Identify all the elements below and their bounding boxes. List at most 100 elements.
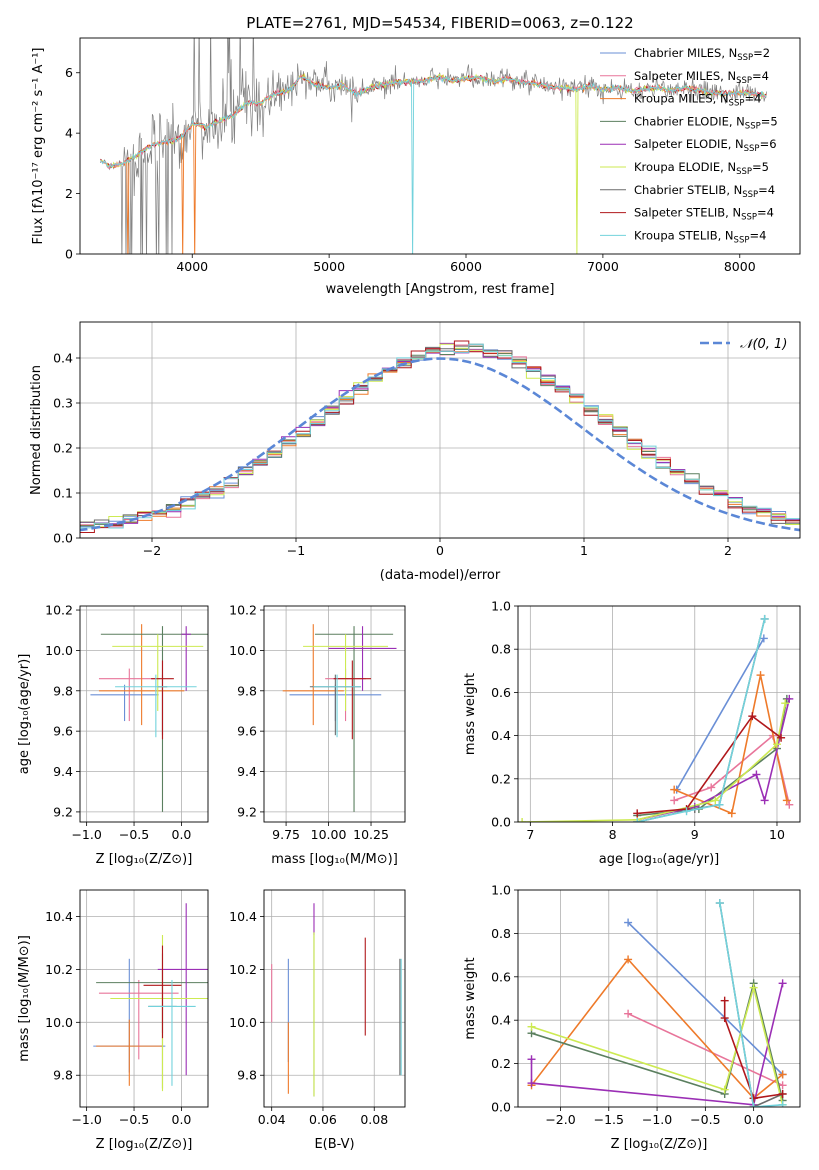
y-tick-label: 9.6 bbox=[237, 724, 257, 739]
y-tick-label: 10.4 bbox=[45, 909, 73, 924]
y-axis-label: mass weight bbox=[463, 957, 478, 1039]
weight-series bbox=[673, 674, 788, 815]
y-tick-label: 9.4 bbox=[53, 764, 73, 779]
mass-vs-Z-frame bbox=[79, 889, 209, 1108]
y-tick-label: 9.8 bbox=[53, 683, 73, 698]
weight-series bbox=[637, 715, 782, 815]
y-tick-label: 9.2 bbox=[237, 804, 257, 819]
legend-entry: Kroupa ELODIE, NSSP=5 bbox=[634, 160, 769, 177]
age-vs-Z-axes bbox=[76, 606, 208, 826]
legend-entry: Salpeter MILES, NSSP=4 bbox=[634, 69, 769, 86]
y-tick-label: 0 bbox=[65, 247, 73, 262]
legend-entry: Kroupa MILES, NSSP=4 bbox=[634, 92, 761, 109]
legend-sub: SSP bbox=[737, 53, 753, 63]
x-tick-label: 8 bbox=[609, 827, 617, 842]
weight-series bbox=[637, 618, 766, 822]
x-tick-label: 0 bbox=[436, 543, 444, 558]
y-tick-label: 0.1 bbox=[53, 486, 73, 501]
y-tick-label: 0.4 bbox=[491, 1013, 511, 1028]
y-tick-label: 4 bbox=[65, 126, 73, 141]
y-tick-label: 0.2 bbox=[53, 441, 73, 456]
y-tick-label: 1.0 bbox=[491, 599, 511, 614]
y-axis-label: mass weight bbox=[463, 673, 478, 755]
legend-entry: Chabrier ELODIE, NSSP=5 bbox=[634, 114, 778, 131]
legend-sub: SSP bbox=[741, 213, 757, 223]
x-tick-label: 1 bbox=[580, 543, 588, 558]
x-tick-label: −1.0 bbox=[71, 1112, 101, 1127]
age-vs-mass-axes bbox=[260, 606, 405, 826]
weight-vs-age-axes bbox=[514, 605, 800, 826]
y-axis-label: Normed distribution bbox=[29, 365, 44, 495]
weight-series bbox=[530, 958, 784, 1100]
legend-tail: =4 bbox=[757, 206, 774, 220]
legend-label: Chabrier MILES, N bbox=[634, 46, 737, 60]
x-axis-label: mass [log₁₀(M/M⊙)] bbox=[271, 852, 398, 867]
y-tick-label: 0.3 bbox=[53, 396, 73, 411]
spectrum-frame bbox=[79, 37, 801, 255]
weight-series bbox=[627, 921, 784, 1076]
weight-vs-age-plot bbox=[518, 614, 794, 822]
weight-series bbox=[627, 1012, 783, 1087]
x-tick-label: 10 bbox=[769, 827, 785, 842]
y-tick-label: 0.0 bbox=[53, 531, 73, 546]
y-tick-label: 0.0 bbox=[491, 815, 511, 830]
normal-curve bbox=[80, 357, 800, 532]
x-tick-label: −1 bbox=[287, 543, 305, 558]
legend-label: Salpeter MILES, N bbox=[634, 69, 736, 83]
y-tick-label: 2 bbox=[65, 186, 73, 201]
x-tick-label: 9 bbox=[691, 827, 699, 842]
y-axis-label: Flux [fλ10⁻¹⁷ erg cm⁻² s⁻¹ A⁻¹] bbox=[31, 48, 46, 245]
y-axis-label: mass [log₁₀(M/M⊙)] bbox=[17, 935, 32, 1062]
x-tick-label: 0.04 bbox=[258, 1112, 286, 1127]
legend-sub: SSP bbox=[734, 235, 750, 245]
weight-series bbox=[723, 1000, 783, 1100]
y-tick-label: 0.8 bbox=[491, 926, 511, 941]
x-tick-label: −2.0 bbox=[545, 1112, 575, 1127]
y-tick-label: 1.0 bbox=[491, 883, 511, 898]
x-tick-label: 8000 bbox=[724, 259, 756, 274]
legend-sub: SSP bbox=[745, 121, 761, 131]
legend-sub: SSP bbox=[736, 167, 752, 177]
x-tick-label: −2 bbox=[143, 543, 161, 558]
x-tick-label: −0.5 bbox=[690, 1112, 720, 1127]
mass-vs-Z-plot bbox=[93, 903, 208, 1092]
weight-vs-Z-plot bbox=[527, 899, 787, 1107]
y-tick-label: 10.0 bbox=[229, 1015, 257, 1030]
y-tick-label: 9.8 bbox=[237, 683, 257, 698]
legend-entry: Chabrier MILES, NSSP=2 bbox=[634, 46, 770, 63]
y-tick-label: 10.2 bbox=[45, 603, 73, 618]
legend-tail: =2 bbox=[753, 46, 770, 60]
legend-tail: =5 bbox=[752, 160, 769, 174]
y-tick-label: 10.0 bbox=[229, 643, 257, 658]
spectrum-plot bbox=[100, 38, 767, 254]
y-tick-label: 0.4 bbox=[53, 351, 73, 366]
x-tick-label: 7000 bbox=[587, 259, 619, 274]
mass-vs-ebv-plot bbox=[271, 903, 402, 1097]
mass-vs-ebv-axes bbox=[260, 890, 405, 1111]
x-tick-label: 0.06 bbox=[309, 1112, 337, 1127]
legend-label: Chabrier STELIB, N bbox=[634, 183, 742, 197]
weight-series bbox=[676, 638, 765, 790]
weight-series bbox=[531, 984, 784, 1105]
x-tick-label: 0.0 bbox=[172, 1112, 192, 1127]
y-tick-label: 0.4 bbox=[491, 728, 511, 743]
weight-series bbox=[522, 703, 786, 822]
y-tick-label: 10.0 bbox=[45, 643, 73, 658]
weight-vs-Z-frame bbox=[517, 889, 801, 1108]
y-tick-label: 10.2 bbox=[229, 603, 257, 618]
legend-sub: SSP bbox=[744, 144, 760, 154]
legend-tail: =4 bbox=[758, 183, 775, 197]
y-tick-label: 9.8 bbox=[237, 1068, 257, 1083]
y-tick-label: 9.2 bbox=[53, 804, 73, 819]
x-tick-label: −0.5 bbox=[119, 827, 149, 842]
x-tick-label: 7 bbox=[526, 827, 534, 842]
legend-label: Chabrier ELODIE, N bbox=[634, 114, 745, 128]
x-tick-label: 4000 bbox=[176, 259, 208, 274]
y-tick-label: 10.4 bbox=[229, 909, 257, 924]
spectrum-axes bbox=[76, 72, 741, 258]
y-tick-label: 0.8 bbox=[491, 642, 511, 657]
y-axis-label: age [log₁₀(age/yr)] bbox=[17, 654, 32, 775]
x-tick-label: 0.0 bbox=[172, 827, 192, 842]
x-tick-label: −1.0 bbox=[71, 827, 101, 842]
x-axis-label: Z [log₁₀(Z/Z⊙)] bbox=[96, 852, 193, 867]
